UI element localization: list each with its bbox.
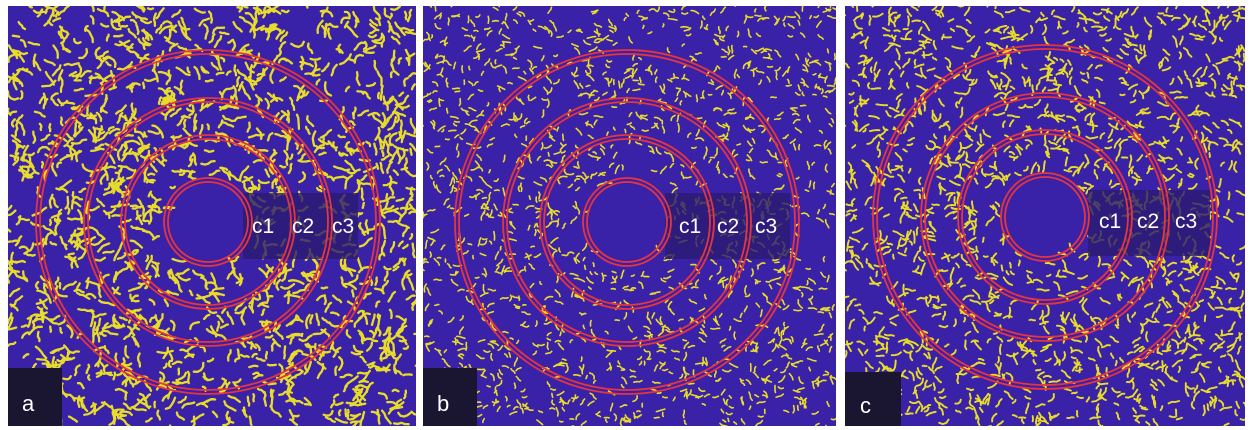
panel-b-zone-labels: c1 c2 c3: [679, 215, 777, 238]
zone-label-c2: c2: [717, 215, 739, 238]
ring-2: [539, 134, 715, 310]
panel-b-vessels: [423, 6, 836, 426]
ring-3: [83, 97, 333, 347]
ring-2: [543, 138, 711, 306]
panel-a: c1 c2 c3 a: [8, 6, 416, 426]
panel-b-label-box: [665, 193, 790, 259]
zone-label-c1: c1: [1099, 210, 1121, 233]
ring-1: [167, 181, 249, 263]
ring-4: [876, 48, 1214, 386]
panel-a-letter: a: [22, 391, 35, 416]
ring-2: [124, 138, 292, 306]
ring-4: [872, 44, 1218, 390]
panel-b-letter: b: [437, 391, 449, 416]
panel-b-letter-box: [423, 368, 477, 426]
ring-2: [120, 134, 296, 310]
panel-c-letter-box: [845, 372, 901, 426]
panel-a-zone-labels: c1 c2 c3: [252, 215, 354, 238]
panel-a-label-box: [243, 193, 358, 259]
vessel-network: [423, 6, 836, 426]
vessel-network: [845, 6, 1245, 426]
ring-4: [458, 53, 796, 391]
ring-4: [35, 49, 381, 395]
zone-label-c3: c3: [755, 215, 777, 238]
zone-label-c2: c2: [292, 215, 314, 238]
ring-3: [924, 96, 1166, 338]
zone-label-c3: c3: [332, 215, 354, 238]
ring-3: [502, 97, 752, 347]
ring-1: [1000, 172, 1090, 262]
zone-label-c1: c1: [252, 215, 274, 238]
panel-a-rings: [35, 49, 381, 395]
panel-b: c1 c2 c3 b: [423, 6, 836, 426]
ring-1: [1004, 176, 1086, 258]
panel-c-letter: c: [860, 393, 871, 418]
ring-2: [957, 129, 1133, 305]
ring-2: [961, 133, 1129, 301]
panel-c-vessels: [845, 6, 1245, 426]
zone-label-c2: c2: [1137, 210, 1159, 233]
panel-a-letter-box: [8, 368, 62, 426]
zone-label-c1: c1: [679, 215, 701, 238]
panel-c-rings: [872, 44, 1218, 390]
panel-c: c1 c2 c3 c: [845, 6, 1245, 426]
ring-1: [586, 181, 668, 263]
panel-b-rings: [454, 49, 800, 395]
ring-4: [454, 49, 800, 395]
zone-label-c3: c3: [1175, 210, 1197, 233]
panel-c-zone-labels: c1 c2 c3: [1099, 210, 1197, 233]
ring-3: [506, 101, 748, 343]
ring-1: [163, 177, 253, 267]
ring-4: [39, 53, 377, 391]
ring-3: [87, 101, 329, 343]
ring-1: [582, 177, 672, 267]
ring-3: [920, 92, 1170, 342]
panel-c-label-box: [1088, 190, 1210, 256]
